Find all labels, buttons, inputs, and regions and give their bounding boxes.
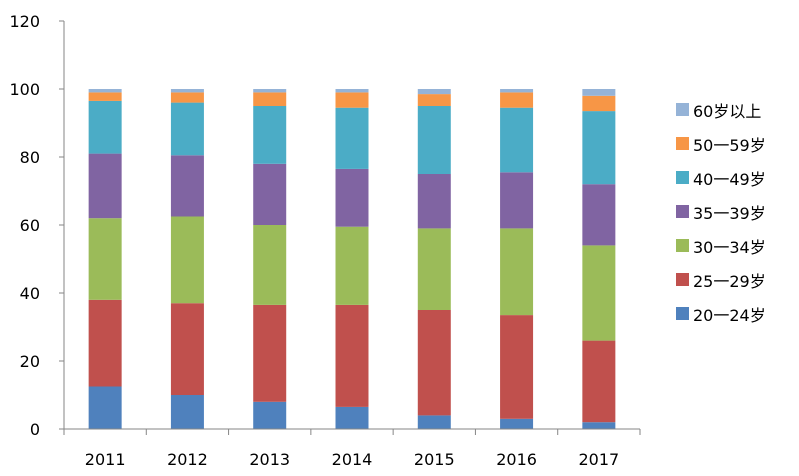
legend-item: 60岁以上 <box>676 96 796 123</box>
x-tick-label-2014: 2014 <box>332 450 373 469</box>
legend-item: 40一49岁 <box>676 164 796 191</box>
y-tick-label: 40 <box>20 284 40 303</box>
y-tick-label: 80 <box>20 148 40 167</box>
bar-segment-2015-series-2 <box>417 228 451 310</box>
bar-segment-2013-series-3 <box>253 163 287 225</box>
legend: 60岁以上 50一59岁 40一49岁 35一39岁 30一34岁 25一29岁 20一24… <box>676 96 796 334</box>
bar-segment-2012-series-2 <box>170 216 204 304</box>
legend-label: 50一59岁 <box>693 135 766 155</box>
legend-item: 25一29岁 <box>676 266 796 293</box>
bar-segment-2012-series-6 <box>170 89 204 93</box>
bar-segment-2015-series-0 <box>417 415 451 429</box>
bar-segment-2015-series-5 <box>417 94 451 106</box>
legend-swatch <box>676 103 689 116</box>
bar-segment-2014-series-5 <box>335 92 369 108</box>
bar-segment-2014-series-2 <box>335 226 369 305</box>
bar-segment-2016-series-1 <box>500 315 534 419</box>
bar-segment-2014-series-1 <box>335 304 369 407</box>
bar-segment-2011-series-5 <box>88 92 122 101</box>
x-tick-label-2013: 2013 <box>249 450 290 469</box>
bar-segment-2014-series-4 <box>335 107 369 169</box>
x-axis-ticks: 2011 2012 2013 2014 2015 2016 2017 <box>63 429 641 469</box>
bar-segment-2014-series-3 <box>335 168 369 227</box>
bar-segment-2017-series-5 <box>582 95 616 112</box>
legend-swatch <box>676 273 689 286</box>
x-tick-label-2015: 2015 <box>414 450 455 469</box>
bar-segment-2016-series-5 <box>500 92 534 108</box>
bar-segment-2011-series-2 <box>88 218 122 300</box>
legend-label: 25一29岁 <box>693 271 766 291</box>
legend-swatch <box>676 205 689 218</box>
y-tick-label: 0 <box>30 420 40 439</box>
legend-item: 20一24岁 <box>676 300 796 327</box>
bars-layer <box>88 89 616 429</box>
bar-segment-2013-series-4 <box>253 106 287 164</box>
legend-item: 50一59岁 <box>676 130 796 157</box>
y-tick-label: 60 <box>20 216 40 235</box>
legend-swatch <box>676 171 689 184</box>
bar-segment-2017-series-4 <box>582 111 616 185</box>
bar-segment-2016-series-6 <box>500 89 534 93</box>
bar-segment-2011-series-3 <box>88 153 122 219</box>
bar-segment-2016-series-0 <box>500 418 534 429</box>
legend-swatch <box>676 239 689 252</box>
legend-label: 20一24岁 <box>693 305 766 325</box>
bar-segment-2015-series-1 <box>417 310 451 416</box>
legend-swatch <box>676 307 689 320</box>
bar-segment-2017-series-2 <box>582 245 616 341</box>
bar-segment-2013-series-0 <box>253 401 287 429</box>
bar-segment-2016-series-4 <box>500 107 534 173</box>
bar-segment-2017-series-3 <box>582 184 616 246</box>
bar-segment-2012-series-3 <box>170 155 204 217</box>
bar-segment-2011-series-1 <box>88 299 122 387</box>
bar-segment-2014-series-6 <box>335 89 369 93</box>
bar-segment-2015-series-6 <box>417 89 451 95</box>
legend-label: 35一39岁 <box>693 203 766 223</box>
legend-label: 40一49岁 <box>693 169 766 189</box>
y-axis-ticks: 0 20 40 60 80 100 120 <box>9 12 64 439</box>
legend-label: 60岁以上 <box>693 101 762 121</box>
bar-segment-2016-series-2 <box>500 228 534 316</box>
stacked-bar-chart: 0 20 40 60 80 100 120 2011 2012 2013 2014 2015 2016… <box>9 12 641 469</box>
bar-segment-2012-series-1 <box>170 303 204 395</box>
bar-segment-2011-series-0 <box>88 386 122 429</box>
bar-segment-2013-series-6 <box>253 89 287 93</box>
legend-item: 30一34岁 <box>676 232 796 259</box>
x-tick-label-2017: 2017 <box>578 450 619 469</box>
x-tick-label-2012: 2012 <box>167 450 208 469</box>
bar-segment-2011-series-6 <box>88 89 122 93</box>
legend-label: 30一34岁 <box>693 237 766 257</box>
bar-segment-2012-series-5 <box>170 92 204 103</box>
bar-segment-2017-series-6 <box>582 89 616 96</box>
bar-segment-2017-series-1 <box>582 340 616 423</box>
bar-segment-2013-series-2 <box>253 225 287 305</box>
bar-segment-2017-series-0 <box>582 422 616 429</box>
bar-segment-2012-series-4 <box>170 102 204 156</box>
x-tick-label-2011: 2011 <box>85 450 126 469</box>
legend-item: 35一39岁 <box>676 198 796 225</box>
bar-segment-2013-series-1 <box>253 304 287 402</box>
y-tick-label: 20 <box>20 352 40 371</box>
bar-segment-2016-series-3 <box>500 172 534 229</box>
y-tick-label: 120 <box>9 12 40 31</box>
bar-segment-2012-series-0 <box>170 395 204 429</box>
bar-segment-2013-series-5 <box>253 92 287 106</box>
legend-swatch <box>676 137 689 150</box>
bar-segment-2011-series-4 <box>88 100 122 154</box>
bar-segment-2015-series-4 <box>417 106 451 174</box>
x-tick-label-2016: 2016 <box>496 450 537 469</box>
bar-segment-2015-series-3 <box>417 174 451 229</box>
bar-segment-2014-series-0 <box>335 406 369 429</box>
y-tick-label: 100 <box>9 80 40 99</box>
